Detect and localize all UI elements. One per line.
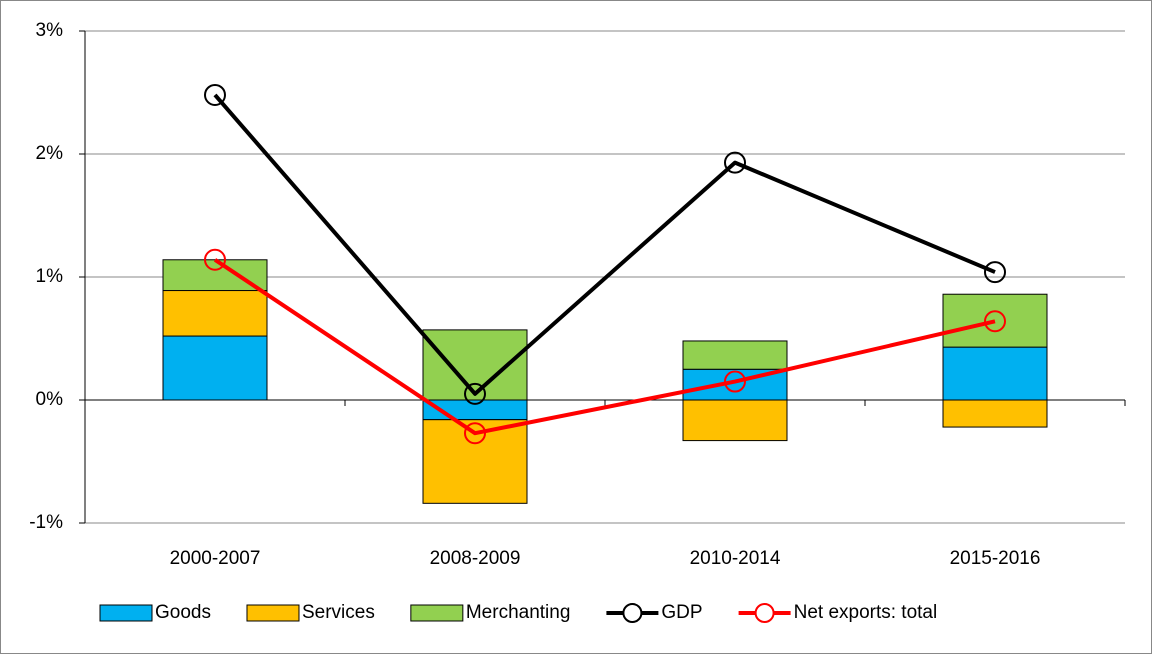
bar bbox=[422, 329, 528, 401]
legend-label: GDP bbox=[661, 602, 702, 623]
marker bbox=[464, 422, 486, 445]
x-tick-label: 2010-2014 bbox=[690, 548, 781, 569]
legend-swatch bbox=[410, 604, 464, 622]
marker bbox=[204, 248, 226, 271]
bar bbox=[162, 290, 268, 337]
bar bbox=[942, 293, 1048, 348]
y-tick-label: 0% bbox=[36, 389, 64, 410]
bar bbox=[682, 399, 788, 442]
y-tick-label: -1% bbox=[29, 512, 63, 533]
bar bbox=[942, 346, 1048, 401]
bar bbox=[682, 340, 788, 370]
legend-label: Services bbox=[302, 602, 375, 623]
legend-swatch bbox=[99, 604, 153, 622]
legend-label: Goods bbox=[155, 602, 211, 623]
marker bbox=[724, 370, 746, 393]
line bbox=[213, 93, 996, 396]
y-tick-label: 1% bbox=[36, 266, 64, 287]
y-tick-label: 3% bbox=[36, 20, 64, 41]
marker bbox=[204, 83, 226, 106]
legend-marker bbox=[622, 603, 643, 623]
y-tick-label: 2% bbox=[36, 143, 64, 164]
line bbox=[213, 258, 996, 436]
bar bbox=[162, 259, 268, 292]
marker bbox=[724, 151, 746, 174]
x-tick-label: 2015-2016 bbox=[950, 548, 1041, 569]
bar bbox=[942, 399, 1048, 428]
bar bbox=[162, 335, 268, 401]
marker bbox=[984, 261, 1006, 284]
x-tick-label: 2000-2007 bbox=[170, 548, 261, 569]
marker bbox=[464, 382, 486, 405]
legend-label: Net exports: total bbox=[794, 602, 938, 623]
legend-swatch bbox=[246, 604, 300, 622]
x-tick-label: 2008-2009 bbox=[430, 548, 521, 569]
legend-marker bbox=[754, 603, 775, 623]
marker bbox=[984, 310, 1006, 333]
legend-label: Merchanting bbox=[466, 602, 571, 623]
